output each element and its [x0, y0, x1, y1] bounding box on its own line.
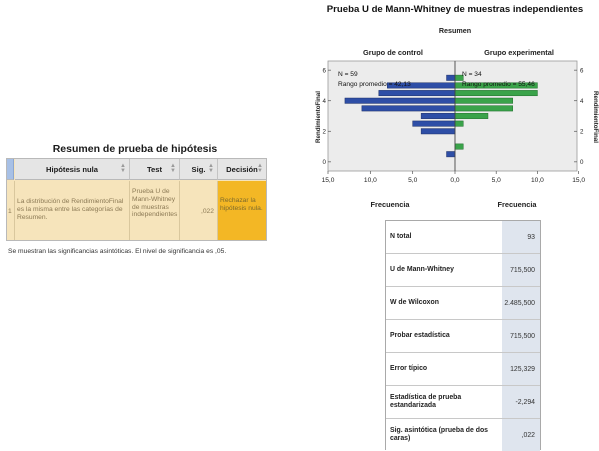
stats-row: Sig. asintótica (prueba de dos caras) ,0… [386, 419, 540, 451]
bar-control [446, 74, 456, 81]
bar-experimental [454, 105, 513, 112]
stats-row: Probar estadística 715,500 [386, 320, 540, 353]
sort-arrows-icon[interactable]: ▲ ▼ [170, 163, 176, 174]
right-axis-title: Frecuencia [497, 200, 537, 209]
left-rank-label: Rango promedio = 42,13 [338, 81, 411, 88]
row-marker-header [7, 159, 14, 180]
x-tick-label: 5,0 [408, 177, 417, 184]
bar-control [420, 113, 456, 119]
stats-row-value: 2.485,500 [502, 287, 540, 319]
hypothesis-cell: La distribución de RendimientoFinal es l… [15, 181, 130, 240]
stats-row: U de Mann-Whitney 715,500 [386, 254, 540, 287]
bar-control [378, 90, 456, 97]
left-axis-title: Frecuencia [370, 200, 410, 209]
sort-arrows-icon[interactable]: ▲ ▼ [257, 163, 263, 174]
stats-row-value: -2,294 [502, 386, 540, 418]
significance-note: Se muestran las significancias asintótic… [8, 248, 227, 255]
y-axis-title-left: RendimientoFinal [315, 91, 322, 143]
right-group-label: Grupo experimental [484, 48, 554, 57]
header-hypothesis[interactable]: Hipótesis nula ▲ ▼ [15, 159, 130, 180]
y-tick-label-right: 6 [580, 67, 584, 74]
stats-row: W de Wilcoxon 2.485,500 [386, 287, 540, 320]
test-statistics-table: N total 93 U de Mann-Whitney 715,500 W d… [385, 220, 541, 451]
header-sig[interactable]: Sig. ▲ ▼ [180, 159, 218, 180]
bar-control [344, 97, 456, 104]
bar-experimental [454, 97, 513, 104]
row-index: 1 [7, 181, 15, 240]
stats-row-value: ,022 [502, 419, 540, 451]
y-axis-title-right: RendimientoFinal [592, 91, 599, 143]
sort-arrows-icon[interactable]: ▲ ▼ [208, 163, 214, 174]
y-tick-label-right: 0 [580, 159, 584, 166]
x-tick-label: 10,0 [531, 177, 544, 184]
stats-row-value: 93 [502, 221, 540, 253]
stats-row: Estadística de prueba estandarizada -2,2… [386, 386, 540, 419]
bar-control [412, 120, 456, 127]
stats-row: Error típico 125,329 [386, 353, 540, 386]
bar-experimental [454, 113, 489, 119]
bar-control [361, 105, 456, 112]
chart-subtitle: Resumen [438, 26, 472, 35]
header-decision-label: Decisión [226, 164, 258, 174]
x-tick-label: 0,0 [450, 177, 459, 184]
mann-whitney-pyramid-chart: Grupo de control Grupo experimental N = … [315, 48, 599, 209]
x-tick-label: 15,0 [322, 177, 335, 184]
left-group-label: Grupo de control [363, 48, 423, 57]
header-sig-label: Sig. [191, 164, 206, 174]
sort-arrows-icon[interactable]: ▲ ▼ [120, 163, 126, 174]
stats-row-label: N total [386, 221, 502, 253]
stats-row-value: 715,500 [502, 254, 540, 286]
stats-row-label: Sig. asintótica (prueba de dos caras) [386, 419, 502, 451]
right-rank-label: Rango promedio = 55,46 [462, 81, 535, 88]
stats-row-label: Error típico [386, 353, 502, 385]
stats-row-label: W de Wilcoxon [386, 287, 502, 319]
test-cell: Prueba U de Mann-Whitney de muestras ind… [130, 181, 180, 240]
header-test-label: Test [146, 164, 163, 174]
y-tick-label-left: 2 [323, 129, 327, 136]
stats-row-value: 715,500 [502, 320, 540, 352]
hypothesis-summary-title: Resumen de prueba de hipótesis [52, 143, 218, 155]
decision-cell: Rechazar la hipótesis nula. [218, 181, 266, 240]
stats-row: N total 93 [386, 221, 540, 254]
stats-row-label: Probar estadística [386, 320, 502, 352]
x-tick-label: 15,0 [572, 177, 585, 184]
sig-cell: ,022 [180, 181, 218, 240]
y-tick-label-right: 2 [580, 129, 584, 136]
hypothesis-summary-table: Hipótesis nula ▲ ▼ Test ▲ ▼ Sig. ▲ ▼ Decisi… [6, 158, 267, 241]
stats-row-value: 125,329 [502, 353, 540, 385]
bar-experimental [454, 143, 464, 150]
header-test[interactable]: Test ▲ ▼ [130, 159, 180, 180]
left-n-label: N = 59 [338, 71, 358, 78]
right-n-label: N = 34 [462, 71, 482, 78]
stats-row-label: U de Mann-Whitney [386, 254, 502, 286]
y-tick-label-left: 0 [323, 159, 327, 166]
y-tick-label-left: 4 [323, 98, 327, 105]
chart-title: Prueba U de Mann-Whitney de muestras ind… [326, 4, 584, 15]
y-tick-label-left: 6 [323, 67, 327, 74]
header-hypothesis-label: Hipótesis nula [46, 164, 98, 174]
bar-experimental [454, 90, 538, 97]
bar-control [420, 128, 456, 135]
header-decision[interactable]: Decisión ▲ ▼ [218, 159, 266, 180]
stats-row-label: Estadística de prueba estandarizada [386, 386, 502, 418]
bar-experimental [454, 120, 464, 127]
y-tick-label-right: 4 [580, 98, 584, 105]
x-tick-label: 5,0 [492, 177, 501, 184]
bar-control [446, 151, 456, 158]
x-tick-label: 10,0 [364, 177, 377, 184]
